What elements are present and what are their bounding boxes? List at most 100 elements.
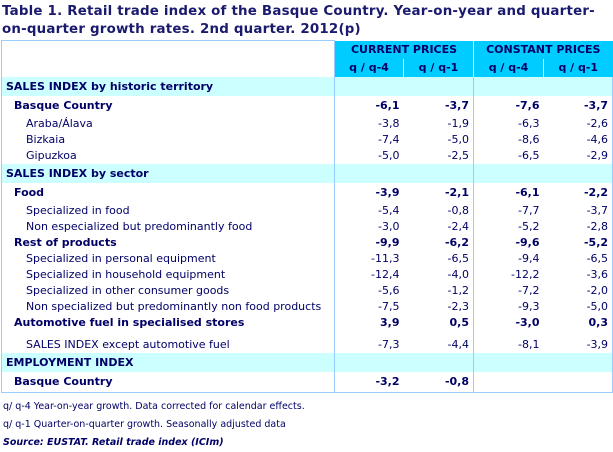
value-cell: -7,4	[334, 131, 404, 148]
value-cell: 0,5	[449, 316, 470, 329]
value-cell: -7,3	[334, 336, 404, 353]
row-label: Rest of products	[1, 234, 335, 251]
value-cell: -4,6	[543, 131, 613, 148]
header-sub: q / q-4	[334, 58, 404, 77]
table-row: Specialized in other consumer goods -5,6 -…	[1, 282, 613, 299]
source-note: Source: EUSTAT. Retail trade index (ICIm…	[3, 436, 224, 448]
note: q/ q-4 Year-on-year growth. Data correct…	[3, 400, 305, 412]
value-cell: -1,9	[447, 117, 470, 130]
section-header-row: SALES INDEX by sector	[1, 163, 613, 183]
value-cell: -3,0	[473, 314, 544, 331]
table-row: SALES INDEX except automotive fuel -7,3 -4…	[1, 336, 613, 353]
table-row: Basque Country -6,1 -3,7 -7,6 -3,7	[1, 95, 613, 116]
value-cell: -3,7	[543, 202, 613, 219]
row-label: Specialized in household equipment	[1, 266, 335, 283]
table-row: Bizkaia -7,4 -5,0 -8,6 -4,6	[1, 131, 613, 148]
value-cell: -0,8	[447, 204, 470, 217]
value-cell: -8,6	[473, 131, 544, 148]
row-label: Basque Country	[1, 95, 335, 116]
row-label: Food	[1, 182, 335, 203]
value-cell	[543, 371, 613, 393]
header-current-prices: CURRENT PRICES	[334, 40, 474, 59]
value-cell: -2,6	[543, 115, 613, 132]
row-label: Non specialized but predominantly non fo…	[1, 298, 335, 315]
header-sub: q / q-4	[473, 58, 544, 77]
value-cell: -2,2	[543, 182, 613, 203]
section-header-row: SALES INDEX by historic territory	[1, 76, 613, 96]
value-cell: -2,8	[543, 218, 613, 235]
value-cell: -12,4	[334, 266, 404, 283]
value-cell: -3,7	[543, 95, 613, 116]
table-row: Non especialized but predominantly food -…	[1, 218, 613, 235]
table-row: Specialized in personal equipment -11,3 -6…	[1, 250, 613, 267]
table-row: Specialized in food -5,4 -0,8 -7,7 -3,7	[1, 202, 613, 219]
value-cell: -3,8	[334, 115, 404, 132]
value-cell: -5,0	[447, 133, 470, 146]
value-cell: -11,3	[334, 250, 404, 267]
row-label: Bizkaia	[1, 131, 335, 148]
value-cell: 3,9	[334, 314, 404, 331]
footnotes: q/ q-4 Year-on-year growth. Data correct…	[0, 398, 613, 452]
value-cell: -12,2	[473, 266, 544, 283]
section-label: EMPLOYMENT INDEX	[1, 352, 335, 372]
table-row: Specialized in household equipment -12,4 -…	[1, 266, 613, 283]
spacer-row	[1, 330, 613, 337]
value-cell: -6,3	[473, 115, 544, 132]
value-cell: -6,5	[543, 250, 613, 267]
value-cell: -9,9	[334, 234, 404, 251]
value-cell: -2,1	[444, 186, 470, 199]
value-cell: -2,5	[447, 149, 470, 162]
value-cell: -4,4	[447, 338, 470, 351]
section-label: SALES INDEX by historic territory	[1, 76, 335, 96]
value-cell: -9,4	[473, 250, 544, 267]
value-cell: -5,2	[543, 234, 613, 251]
value-cell: -5,2	[473, 218, 544, 235]
value-cell: -9,6	[473, 234, 544, 251]
row-label: Specialized in food	[1, 202, 335, 219]
value-cell	[473, 371, 544, 393]
header-sub: q / q-1	[543, 58, 613, 77]
row-label: SALES INDEX except automotive fuel	[1, 336, 335, 353]
retail-trade-table: CURRENT PRICES CONSTANT PRICES q / q-4 q…	[1, 40, 613, 393]
value-cell: -7,7	[473, 202, 544, 219]
table-row: Araba/Álava -3,8 -1,9 -6,3 -2,6	[1, 115, 613, 132]
value-cell: -9,3	[473, 298, 544, 315]
value-cell: -6,5	[473, 147, 544, 164]
row-label: Specialized in personal equipment	[1, 250, 335, 267]
value-cell: -8,1	[473, 336, 544, 353]
section-header-row: EMPLOYMENT INDEX	[1, 352, 613, 372]
header-blank	[1, 40, 335, 77]
header-constant-prices: CONSTANT PRICES	[473, 40, 613, 59]
table-row: Automotive fuel in specialised stores 3,9…	[1, 314, 613, 331]
value-cell: -7,2	[473, 282, 544, 299]
value-cell: -6,1	[473, 182, 544, 203]
value-cell: -2,0	[543, 282, 613, 299]
table-row: Gipuzkoa -5,0 -2,5 -6,5 -2,9	[1, 147, 613, 164]
note: q/ q-1 Quarter-on-quarter growth. Season…	[3, 418, 286, 430]
value-cell: -0,8	[403, 371, 474, 393]
value-cell: -6,1	[334, 95, 404, 116]
value-cell: -2,9	[543, 147, 613, 164]
value-cell: -3,9	[334, 182, 404, 203]
row-label: Specialized in other consumer goods	[1, 282, 335, 299]
value-cell: -6,5	[447, 252, 470, 265]
value-cell: -6,2	[444, 236, 470, 249]
row-label: Basque Country	[1, 371, 335, 393]
value-cell: -3,7	[444, 99, 470, 112]
row-label: Non especialized but predominantly food	[1, 218, 335, 235]
table-title: Table 1. Retail trade index of the Basqu…	[2, 4, 595, 37]
row-label: Gipuzkoa	[1, 147, 335, 164]
table-row: Rest of products -9,9 -6,2 -9,6 -5,2	[1, 234, 613, 251]
value-cell: -5,0	[543, 298, 613, 315]
header-sub: q / q-1	[402, 58, 474, 77]
row-label: Araba/Álava	[1, 115, 335, 132]
value-cell: -5,6	[334, 282, 404, 299]
row-label: Automotive fuel in specialised stores	[1, 314, 335, 331]
section-label: SALES INDEX by sector	[1, 163, 335, 183]
value-cell: -2,4	[447, 220, 470, 233]
table-row: Food -3,9 -2,1 -6,1 -2,2	[1, 182, 613, 203]
value-cell: -3,6	[543, 266, 613, 283]
value-cell: -5,0	[334, 147, 404, 164]
value-cell: -1,2	[447, 284, 470, 297]
value-cell: -5,4	[334, 202, 404, 219]
